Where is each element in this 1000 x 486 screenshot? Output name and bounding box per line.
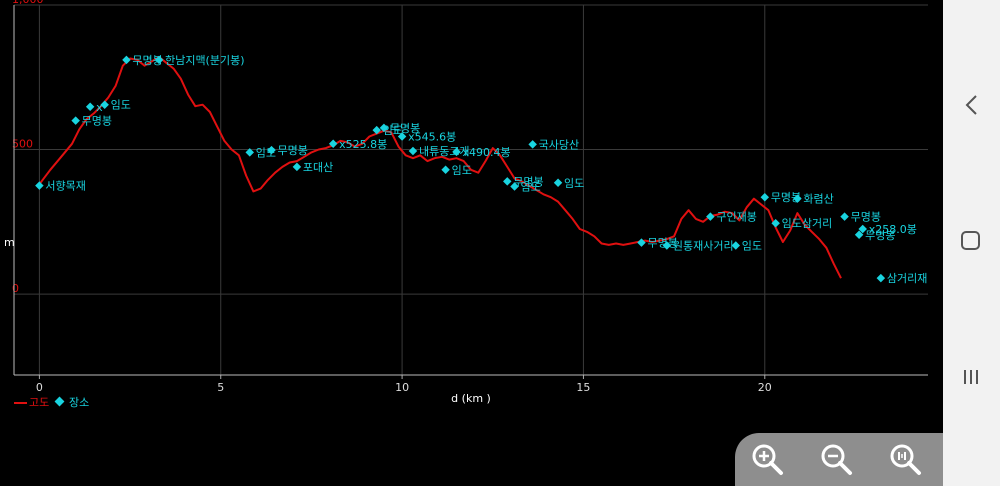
place-label: 임도 [452,164,472,177]
x-tick-label: 5 [217,381,224,394]
chevron-left-icon[interactable] [943,80,1000,130]
place-label: 임도삼거리 [782,217,833,230]
y-tick-label: 500 [12,138,33,151]
x-tick-label: 15 [576,381,590,394]
place-label: x [96,101,103,114]
zoom-in-icon[interactable] [749,441,787,479]
place-label: 국사당산 [539,138,579,151]
plot-area [14,5,928,375]
place-label: x545.6봉 [408,131,456,144]
y-axis-label: m [4,236,15,249]
y-tick-label: 1,000 [12,0,44,6]
elevation-profile-chart[interactable]: 0510152005001,000d (km )m서향목재무명봉x임도무명봉한남… [0,0,943,420]
place-marker[interactable] [122,55,131,65]
place-marker[interactable] [328,139,338,148]
place-label: 삼거리재 [887,272,927,285]
place-label: 무명봉 [82,115,112,128]
place-label: 무명봉 [513,175,543,188]
place-marker[interactable] [71,116,80,125]
place-label: x525.8봉 [339,138,387,151]
legend-elevation-swatch [14,402,27,404]
place-label: 임도 [564,177,584,190]
zoom-controls [735,433,943,486]
place-label: 무명봉 [865,229,895,242]
x-tick-label: 20 [758,381,772,394]
place-marker[interactable] [154,55,164,65]
legend-elevation-label: 고도 [29,396,50,409]
place-label: 서향목재 [45,180,85,193]
place-label: 원통재사거리 [673,240,734,253]
place-label: 임도 [521,181,541,194]
place-marker[interactable] [876,273,886,283]
place-marker[interactable] [397,132,407,141]
place-label: 임도 [742,240,762,253]
place-label: 임도 [383,124,403,137]
place-marker[interactable] [245,148,254,157]
place-marker[interactable] [503,177,512,186]
place-label: 무명봉 [390,122,420,135]
place-label: x258.0봉 [869,223,917,236]
legend-places-label: 장소 [69,396,90,409]
x-tick-label: 10 [395,381,409,394]
y-tick-label: 0 [12,282,19,295]
home-outline-icon[interactable] [943,215,1000,265]
place-label: 화렴산 [803,193,833,206]
place-label: 무명봉 [278,144,308,157]
place-marker[interactable] [452,147,461,157]
place-label: 구인재봉 [716,211,756,224]
place-label: 무명봉 [132,54,162,67]
place-marker[interactable] [292,162,302,172]
place-label: 포대산 [303,161,333,174]
zoom-out-icon[interactable] [818,441,856,479]
place-marker[interactable] [408,146,418,156]
place-marker[interactable] [100,100,109,109]
place-marker[interactable] [35,181,44,190]
recent-apps-icon[interactable] [943,352,1000,402]
place-label: 무명봉 [771,191,801,204]
zoom-fit-icon[interactable] [887,441,925,479]
place-label: 무명봉 [647,237,677,250]
x-axis-label: d (km ) [451,392,491,405]
place-marker[interactable] [372,125,381,135]
system-navigation-bar [943,0,1000,486]
place-marker[interactable] [441,165,450,175]
place-label: x490.4봉 [462,146,510,159]
place-label: 한남지맥(분기봉) [165,54,244,67]
place-label: 임도 [111,99,131,112]
place-marker[interactable] [267,145,276,155]
x-tick-label: 0 [36,381,43,394]
place-marker[interactable] [379,123,389,133]
place-label: 무명봉 [851,211,881,224]
place-marker[interactable] [85,102,95,111]
